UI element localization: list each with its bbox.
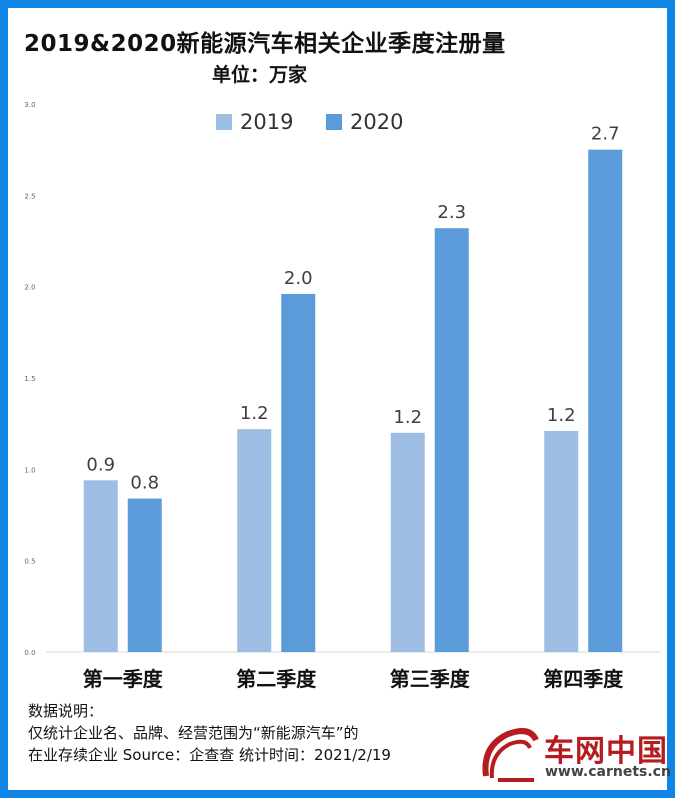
data-label-2019-4: 1.2 bbox=[547, 405, 576, 426]
notes-heading: 数据说明： bbox=[28, 702, 104, 720]
bar-2019-1 bbox=[83, 480, 118, 652]
legend-item-2019: 2019 bbox=[216, 110, 293, 134]
bar-2019-4 bbox=[544, 430, 579, 652]
data-notes: 数据说明： 仅统计企业名、品牌、经营范围为“新能源汽车”的 在业存续企业 Sou… bbox=[28, 700, 391, 766]
y-tick-label: 0.5 bbox=[24, 558, 35, 566]
y-tick-label: 2.5 bbox=[24, 192, 35, 200]
bar-2020-1 bbox=[127, 498, 162, 652]
data-label-2020-3: 2.3 bbox=[437, 202, 466, 223]
x-category-label: 第三季度 bbox=[390, 667, 471, 691]
y-tick-label: 1.0 bbox=[24, 466, 35, 474]
data-label-2019-3: 1.2 bbox=[393, 407, 422, 428]
chart-card bbox=[8, 8, 667, 790]
logo-name: 车网中国 bbox=[544, 734, 668, 769]
data-label-2019-1: 0.9 bbox=[86, 454, 115, 475]
chart-title: 2019&2020新能源汽车相关企业季度注册量 bbox=[24, 31, 506, 57]
unit-label: 单位：万家 bbox=[212, 64, 308, 86]
carnets-logo-icon bbox=[482, 728, 539, 782]
data-label-2020-1: 0.8 bbox=[130, 473, 159, 494]
y-tick-label: 3.0 bbox=[24, 101, 35, 109]
notes-line-2: 在业存续企业 Source：企查查 统计时间：2021/2/19 bbox=[28, 746, 391, 764]
x-category-label: 第一季度 bbox=[83, 667, 164, 691]
bar-2019-3 bbox=[390, 432, 425, 652]
notes-line-1: 仅统计企业名、品牌、经营范围为“新能源汽车”的 bbox=[28, 724, 359, 742]
legend-item-2020: 2020 bbox=[326, 110, 403, 134]
legend-swatch-2020 bbox=[326, 114, 342, 130]
bar-2019-2 bbox=[237, 429, 272, 652]
legend-swatch-2019 bbox=[216, 114, 232, 130]
x-category-label: 第四季度 bbox=[543, 667, 624, 691]
data-label-2020-4: 2.7 bbox=[591, 124, 620, 145]
legend-label-2020: 2020 bbox=[350, 110, 404, 134]
bar-2020-2 bbox=[281, 293, 316, 652]
y-tick-label: 2.0 bbox=[24, 284, 35, 292]
carnets-logo: 车网中国 www.carnets.cn bbox=[478, 722, 673, 792]
legend-label-2019: 2019 bbox=[240, 110, 294, 134]
logo-url: www.carnets.cn bbox=[545, 764, 671, 780]
y-tick-label: 0.0 bbox=[24, 649, 35, 657]
data-label-2020-2: 2.0 bbox=[284, 268, 313, 289]
bar-2020-3 bbox=[434, 228, 469, 653]
bar-2020-4 bbox=[588, 149, 623, 652]
y-tick-label: 1.5 bbox=[24, 375, 35, 383]
x-category-label: 第二季度 bbox=[236, 667, 317, 691]
data-label-2019-2: 1.2 bbox=[240, 403, 269, 424]
